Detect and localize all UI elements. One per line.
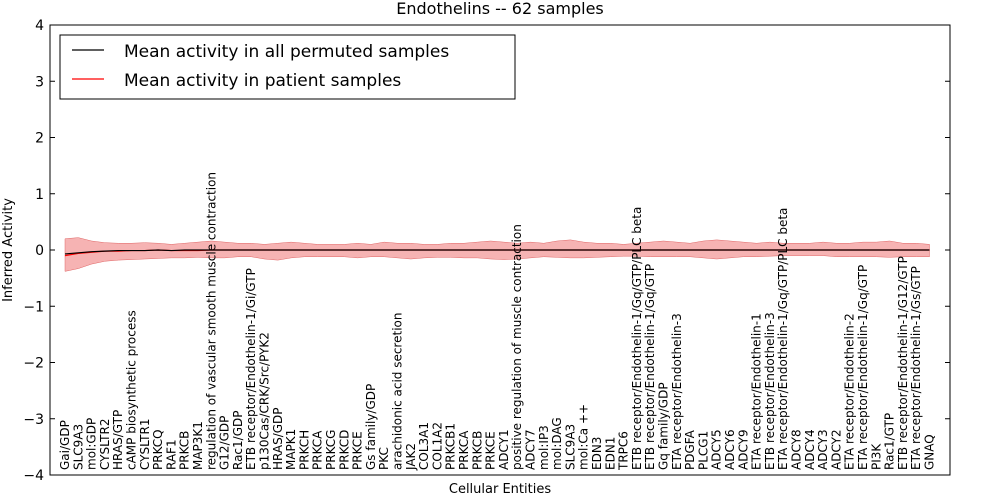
x-tick-label: ETA receptor/Endothelin-1/Gq/GTP <box>856 265 870 470</box>
x-tick-label: PRKCB1 <box>444 423 458 470</box>
x-tick-label: Rac1/GDP <box>231 411 245 470</box>
x-axis-label: Cellular Entities <box>449 482 551 497</box>
x-tick-label: positive regulation of muscle contractio… <box>510 224 524 470</box>
x-tick-label: ADCY5 <box>710 429 724 470</box>
x-tick-label: cAMP biosynthetic process <box>125 310 139 470</box>
x-tick-label: ADCY8 <box>790 429 804 470</box>
y-tick-label: 0 <box>35 243 44 259</box>
x-tick-label: EDN3 <box>590 437 604 470</box>
x-tick-label: ETA receptor/Endothelin-1/Gs/GTP <box>909 266 923 470</box>
x-tick-label: ETA receptor/Endothelin-1 <box>750 313 764 470</box>
x-tick-label: mol:Ca ++ <box>577 404 591 470</box>
x-tick-label: SLC9A3 <box>563 424 577 470</box>
legend <box>59 34 516 100</box>
x-tick-label: ETA receptor/Endothelin-1/Gq/GTP/PLC bet… <box>776 208 790 470</box>
x-tick-label: COL1A2 <box>430 422 444 470</box>
x-tick-label: PDGFA <box>683 429 697 470</box>
y-tick-label: −1 <box>23 299 44 315</box>
x-tick-label: ADCY7 <box>524 429 538 470</box>
x-tick-label: ETA receptor/Endothelin-2 <box>843 313 857 470</box>
x-tick-label: TRPC6 <box>617 431 631 471</box>
x-tick-label: Gai/GDP <box>58 420 72 470</box>
x-tick-label: PRKCD <box>337 430 351 470</box>
x-tick-label: ADCY4 <box>803 429 817 470</box>
x-tick-label: ADCY1 <box>497 429 511 470</box>
x-tick-label: ADCY6 <box>723 429 737 470</box>
x-tick-label: regulation of vascular smooth muscle con… <box>204 172 218 470</box>
x-tick-label: MAP3K1 <box>191 421 205 470</box>
x-tick-label: Gs family/GDP <box>364 384 378 470</box>
x-tick-label: PRKCG <box>324 430 338 470</box>
confidence-band <box>64 237 930 272</box>
x-tick-label: Rac1/GTP <box>883 413 897 470</box>
x-tick-label: PRKCH <box>297 430 311 470</box>
plot-area: Gai/GDP SLC9A3 mol:GDP CYSLTR2 HRAS/GTP cAMP … <box>23 18 951 484</box>
x-tick-label: mol:IP3 <box>537 425 551 470</box>
x-tick-label: ETA receptor/Endothelin-3 <box>670 313 684 470</box>
x-tick-label: ETB receptor/Endothelin-3 <box>763 312 777 470</box>
x-tick-label: PRKCB <box>470 431 484 470</box>
x-tick-label: ETB receptor/Endothelin-1/G12/GTP <box>896 256 910 470</box>
y-tick-label: 1 <box>35 187 44 203</box>
x-tick-label: JAK2 <box>404 443 418 471</box>
x-tick-label: PRKCE <box>484 431 498 470</box>
x-tick-label: ADCY9 <box>736 429 750 470</box>
x-tick-label: mol:DAG <box>550 417 564 470</box>
x-tick-label: PRKCB <box>178 431 192 470</box>
x-tick-label: COL3A1 <box>417 422 431 470</box>
x-tick-label: p130Cas/CRK/Src/PYK2 <box>258 332 272 470</box>
series-line <box>64 249 930 255</box>
y-tick-label: −3 <box>23 412 44 428</box>
x-tick-label: CYSLTR2 <box>98 419 112 470</box>
x-tick-label: PRKCA <box>311 430 325 470</box>
y-tick-label: −4 <box>23 468 44 484</box>
chart-title: Endothelins -- 62 samples <box>396 0 604 18</box>
x-tick-label: PI3K <box>869 443 883 470</box>
x-tick-label: EDN1 <box>603 437 617 470</box>
x-tick-label: PRKCQ <box>151 429 165 470</box>
x-tick-label: ADCY2 <box>829 429 843 470</box>
y-axis-label: Inferred Activity <box>1 198 16 302</box>
x-tick-label: CYSLTR1 <box>138 419 152 470</box>
x-tick-label: ADCY3 <box>816 429 830 470</box>
legend-label-permuted: Mean activity in all permuted samples <box>124 42 449 62</box>
x-tick-label: ETB receptor/Endothelin-1/Gq/GTP/PLC bet… <box>630 207 644 470</box>
x-tick-label: PRKCA <box>457 430 471 470</box>
x-tick-label: mol:GDP <box>85 418 99 470</box>
y-tick-label: 4 <box>35 18 44 34</box>
x-tick-label: RAF1 <box>164 439 178 470</box>
x-tick-label: SLC9A3 <box>71 424 85 470</box>
x-tick-label: arachidonic acid secretion <box>391 313 405 470</box>
x-tick-label: PLCG1 <box>696 431 710 470</box>
x-tick-label: G12/GDP <box>218 416 232 470</box>
x-tick-label: MAPK1 <box>284 429 298 470</box>
y-tick-label: −2 <box>23 356 44 372</box>
legend-label-patient: Mean activity in patient samples <box>124 71 401 91</box>
x-tick-label: PRKCE <box>351 431 365 470</box>
x-tick-label: ETB receptor/Endothelin-1/Gq/GTP <box>643 264 657 470</box>
y-tick-label: 2 <box>35 131 44 147</box>
x-tick-label: ETB receptor/Endothelin-1/Gi/GTP <box>244 268 258 470</box>
x-tick-label: PKC <box>377 447 391 470</box>
x-tick-label: HRAS/GDP <box>271 407 285 470</box>
x-tick-label: Gq family/GDP <box>657 382 671 470</box>
x-tick-label: GNAQ <box>923 434 937 470</box>
y-tick-label: 3 <box>35 74 44 90</box>
x-tick-label: HRAS/GTP <box>111 410 125 470</box>
